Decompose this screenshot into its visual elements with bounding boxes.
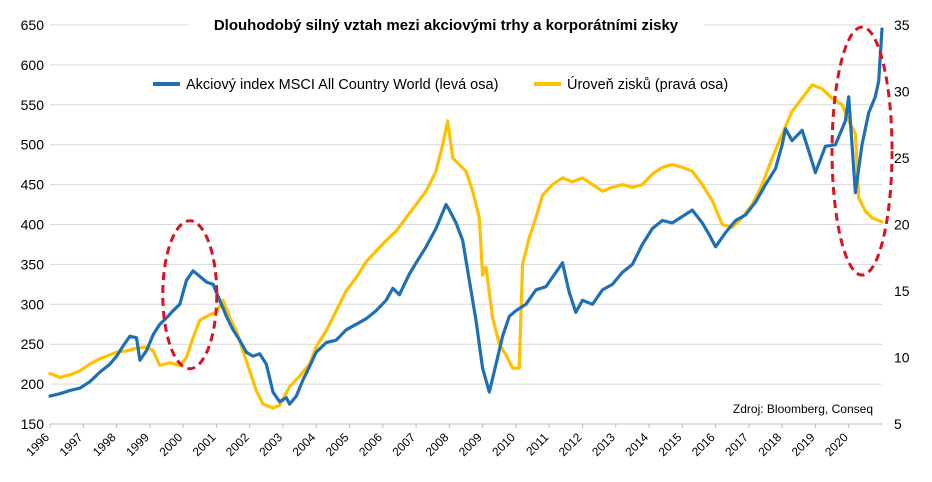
y-right-tick-label: 20 <box>894 217 910 233</box>
y-right-tick-label: 30 <box>894 84 910 100</box>
y-right-tick-label: 35 <box>894 17 910 33</box>
source-note: Zdroj: Bloomberg, Conseq <box>733 402 873 416</box>
chart-title: Dlouhodobý silný vztah mezi akciovými tr… <box>214 17 679 34</box>
annotation-ellipse <box>161 219 219 371</box>
y-left-tick-label: 350 <box>21 256 45 272</box>
y-left-tick-label: 550 <box>21 97 45 113</box>
y-left-tick-label: 450 <box>21 177 45 193</box>
legend: Akciový index MSCI All Country World (le… <box>153 76 728 93</box>
y-left-tick-label: 250 <box>21 336 45 352</box>
y-right-tick-label: 25 <box>894 150 910 166</box>
y-left-tick-label: 600 <box>21 57 45 73</box>
y-right-tick-label: 15 <box>894 283 910 299</box>
legend-label-index: Akciový index MSCI All Country World (le… <box>186 77 498 93</box>
annotation-ellipse <box>830 25 894 277</box>
y-left-tick-label: 650 <box>21 17 45 33</box>
title-background <box>188 11 704 37</box>
y-left-tick-label: 200 <box>21 376 45 392</box>
legend-label-earnings: Úroveň zisků (pravá osa) <box>567 76 728 93</box>
y-left-tick-label: 400 <box>21 217 45 233</box>
y-left-tick-label: 150 <box>21 416 45 432</box>
y-left-tick-label: 500 <box>21 137 45 153</box>
annotation-layer <box>161 25 894 371</box>
y-left-tick-label: 300 <box>21 296 45 312</box>
y-right-tick-label: 5 <box>894 416 902 432</box>
series-layer <box>48 27 884 410</box>
series-line-index <box>48 27 884 406</box>
y-right-tick-label: 10 <box>894 350 910 366</box>
